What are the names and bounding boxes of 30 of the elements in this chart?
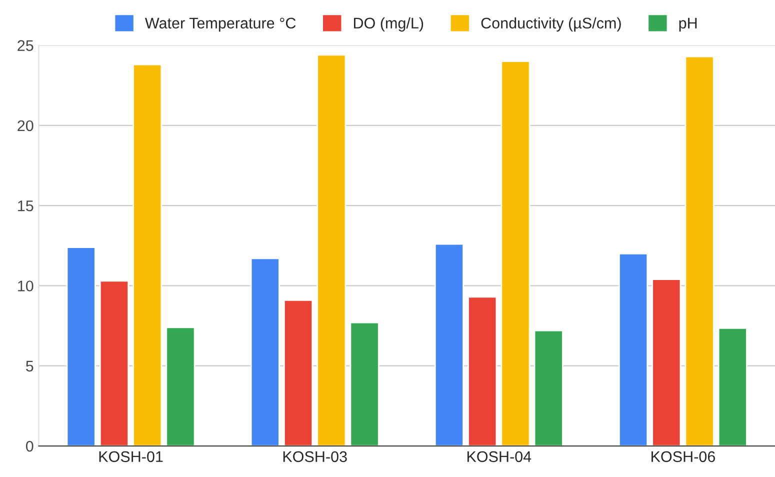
legend-label: DO (mg/L): [354, 17, 424, 32]
legend-label: Water Temperature °C: [144, 18, 296, 32]
bar: [534, 330, 564, 446]
x-tick-label: KOSH-06: [652, 451, 715, 462]
bar: [500, 60, 530, 446]
bar: [350, 322, 380, 446]
legend-label: Conductivity (µS/cm): [481, 17, 621, 32]
bar: [99, 280, 129, 446]
bar: [316, 54, 346, 446]
bar: [468, 296, 498, 446]
y-tick-label: 5: [26, 360, 34, 372]
x-tick-label: KOSH-01: [99, 451, 163, 462]
bar: [284, 299, 314, 446]
y-tick-label: 15: [18, 200, 34, 212]
y-tick-label: 10: [18, 280, 34, 292]
y-tick-label: 0: [26, 440, 34, 452]
bar: [66, 246, 96, 446]
bar: [166, 326, 196, 446]
bar: [132, 64, 162, 446]
x-tick-label: KOSH-04: [467, 451, 532, 462]
bar: [718, 328, 748, 446]
bar: [250, 258, 280, 446]
bar: [434, 243, 464, 446]
bar: [618, 252, 648, 446]
x-tick-label: KOSH-03: [283, 451, 347, 462]
bar: [652, 278, 682, 446]
y-tick-label: 25: [18, 40, 34, 51]
legend-label: pH: [679, 18, 697, 32]
bar: [684, 56, 714, 446]
y-tick-label: 20: [18, 120, 34, 132]
